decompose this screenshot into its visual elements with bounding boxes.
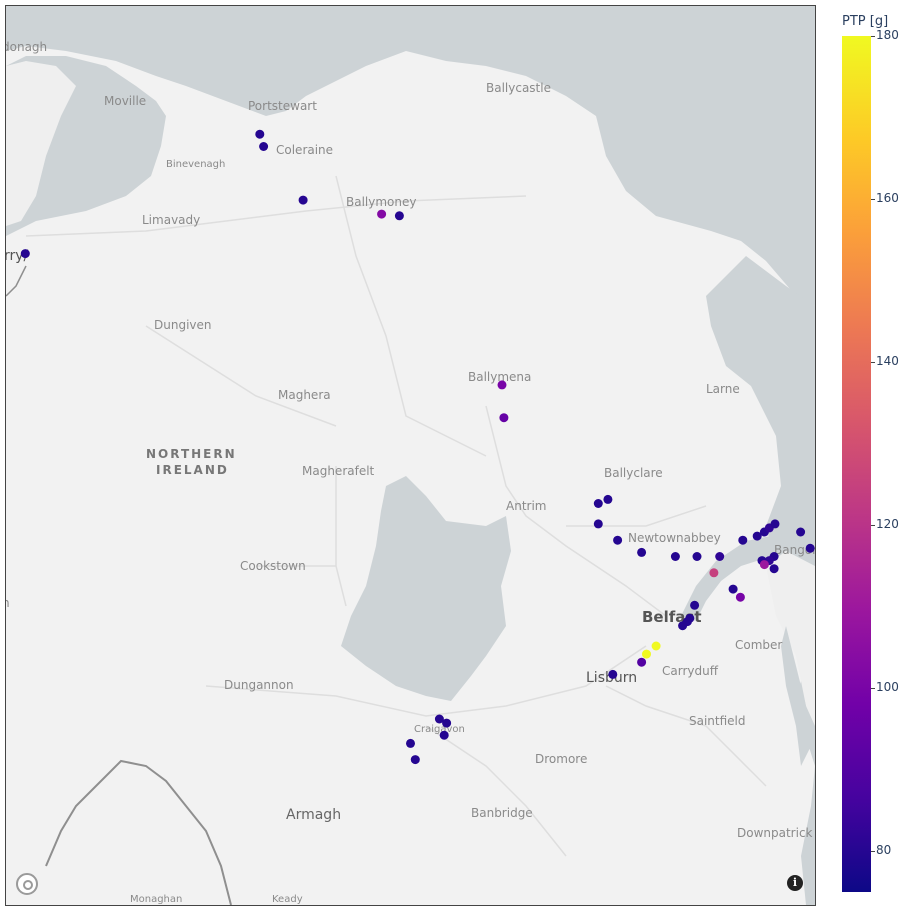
map-point[interactable] [406,738,415,748]
map-point[interactable] [690,600,700,610]
map-point[interactable] [651,641,661,651]
map-point[interactable] [678,621,688,631]
map-label-saintfield: Saintfield [689,714,746,728]
colorbar-tick-label: 120 [876,517,899,532]
map-label-ballymena: Ballymena [468,370,532,384]
colorbar-tick-label: 100 [876,680,899,695]
map-point[interactable] [805,543,815,553]
map-label-edge: h [6,596,10,610]
colorbar-tick-label: 160 [876,191,899,206]
map-label-magherafelt: Magherafelt [302,464,375,478]
sea-east [706,256,815,905]
map-label-portstewart: Portstewart [248,99,317,113]
map-label-maghera: Maghera [278,388,331,402]
map-point[interactable] [298,195,308,205]
map-point[interactable] [770,519,780,529]
map-point[interactable] [608,669,618,679]
map-label-keady: Keady [272,894,303,905]
map-point[interactable] [439,730,449,740]
map-point[interactable] [613,535,623,545]
map-label-binevenagh: Binevenagh [166,159,226,170]
map-label-bangor: Bangor [774,543,816,557]
map-label-banbridge: Banbridge [471,806,533,820]
map-label-armagh: Armagh [286,807,342,823]
map-point[interactable] [499,413,509,423]
colorbar-tick-mark [871,36,875,37]
map-label-antrim: Antrim [506,499,547,513]
map-label-newtownabbey: Newtownabbey [628,531,721,545]
map-label-craigavon: Craigavon [414,724,465,735]
map-point[interactable] [497,380,507,390]
ards-peninsula [766,551,815,726]
info-icon[interactable]: i [787,875,803,891]
map-point[interactable] [735,592,745,602]
map-label-region-2: IRELAND [156,463,229,477]
colorbar-tick-mark [871,688,875,690]
colorbar-tick-label: 180 [876,28,899,42]
map-label-cookstown: Cookstown [240,559,306,573]
inishowen [6,61,76,226]
map-point[interactable] [434,714,444,724]
map-point[interactable] [20,249,30,259]
colorbar-tick-label: 80 [876,843,892,858]
map-point[interactable] [410,755,420,765]
map-point[interactable] [692,552,702,561]
colorbar-tick-label: 140 [876,354,899,369]
map-point[interactable] [796,527,806,537]
map-label-moville: Moville [104,94,147,108]
map-point[interactable] [637,547,647,557]
border-line [45,759,232,905]
map-label-limavady: Limavady [142,213,201,227]
scatter-points-layer [20,129,815,765]
map-label-ballyclare: Ballyclare [604,466,663,480]
map-label-downpatrick: Downpatrick [737,826,813,840]
colorbar-tick-mark [871,362,875,364]
map-label-dungiven: Dungiven [154,318,212,332]
mapbox-logo-icon[interactable] [16,873,38,895]
map-point[interactable] [670,552,680,561]
map-point[interactable] [738,535,748,545]
map-label-coleraine: Coleraine [276,143,334,157]
map-label-dungannon: Dungannon [224,678,294,692]
map-label-carryduff: Carryduff [662,664,718,678]
map-point[interactable] [442,718,452,728]
map-label-monaghan: Monaghan [130,894,183,905]
map-point[interactable] [709,568,719,578]
colorbar-tick-mark [871,525,875,527]
sea-north [6,6,815,306]
colorbar [842,36,871,892]
map-point[interactable] [603,494,613,504]
map-point[interactable] [637,657,647,667]
colorbar-tick-mark [871,851,875,853]
map-point[interactable] [728,584,738,594]
map-label-dromore: Dromore [535,752,588,766]
map-point[interactable] [769,564,779,574]
map-point[interactable] [377,209,387,219]
map-label-ballymoney: Ballymoney [346,195,417,209]
map-label-ballycastle: Ballycastle [486,81,551,95]
map-point[interactable] [752,531,762,541]
map-label-region-1: NORTHERN [146,447,237,461]
colorbar-title: PTP [g] [842,14,889,29]
colorbar-tick-mark [871,199,875,201]
map-point[interactable] [642,649,651,659]
map-point[interactable] [593,519,603,529]
map-label-donagh: donagh [5,40,48,54]
lough-neagh [341,476,511,701]
map-label-comber: Comber [735,638,783,652]
map-point[interactable] [255,129,265,139]
map-point[interactable] [394,211,404,221]
map-label-larne: Larne [706,382,740,396]
map-point[interactable] [593,499,603,508]
map-canvas[interactable]: donagh Moville Portstewart Ballycastle B… [5,5,816,906]
map-point[interactable] [759,560,769,570]
map-point[interactable] [259,142,269,151]
map-point[interactable] [715,552,725,561]
strangford-lough [781,626,811,766]
